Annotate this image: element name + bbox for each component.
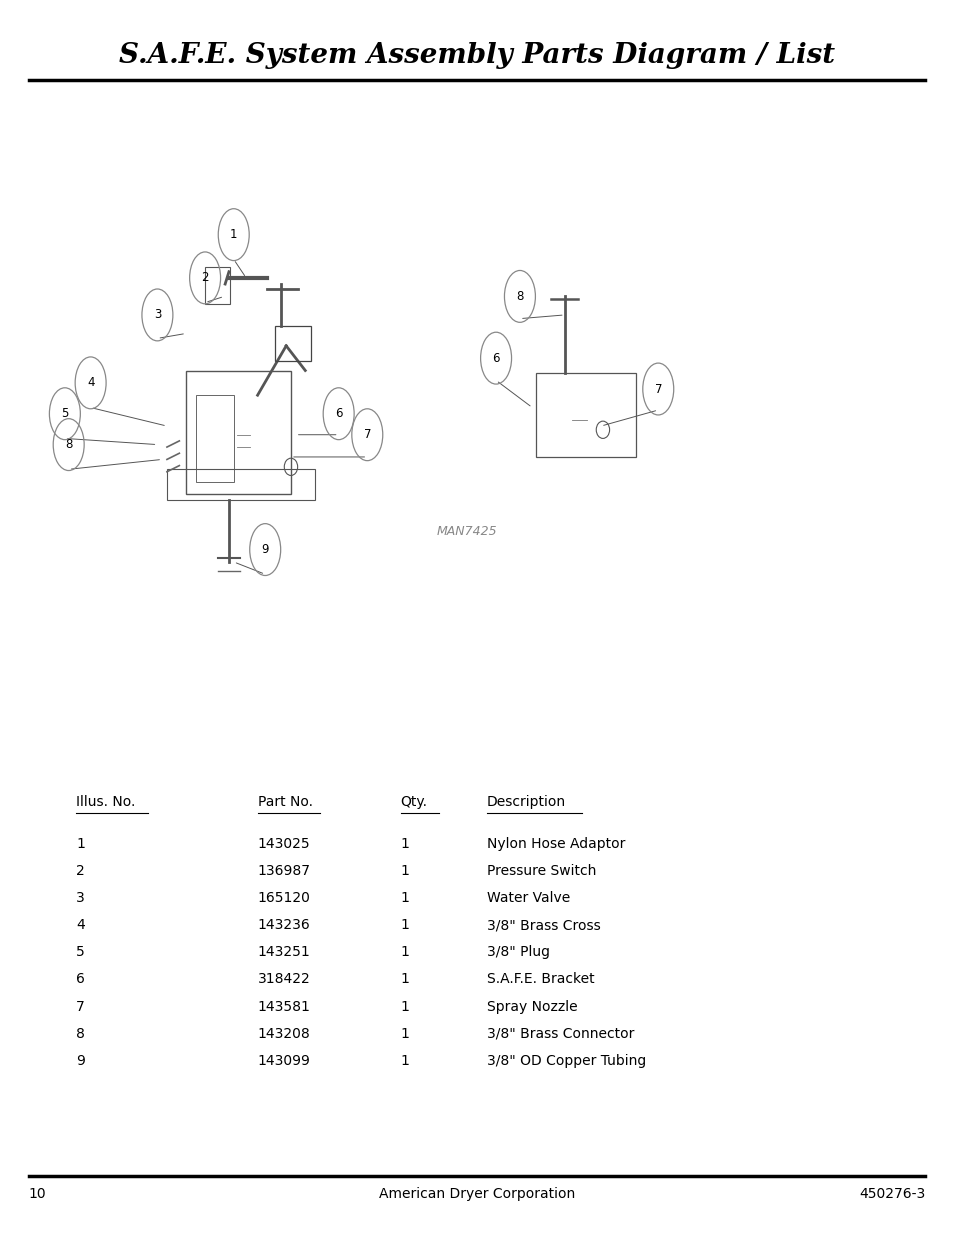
Text: 2: 2: [76, 863, 85, 878]
Text: 1: 1: [400, 836, 409, 851]
Bar: [274, 326, 311, 361]
Text: 1: 1: [400, 918, 409, 932]
Text: 3/8" Brass Connector: 3/8" Brass Connector: [486, 1026, 633, 1041]
Text: 318422: 318422: [257, 972, 310, 987]
Text: Qty.: Qty.: [400, 795, 427, 809]
Text: 9: 9: [76, 1053, 85, 1068]
Text: 143099: 143099: [257, 1053, 310, 1068]
Text: 1: 1: [400, 863, 409, 878]
Text: 1: 1: [400, 1053, 409, 1068]
Bar: [186, 370, 291, 494]
Text: Water Valve: Water Valve: [486, 890, 569, 905]
Text: Description: Description: [486, 795, 565, 809]
Text: 143025: 143025: [257, 836, 310, 851]
Text: 1: 1: [400, 972, 409, 987]
Text: 450276-3: 450276-3: [859, 1187, 924, 1202]
Text: 3: 3: [153, 309, 161, 321]
Text: 6: 6: [335, 408, 342, 420]
Text: 3/8" OD Copper Tubing: 3/8" OD Copper Tubing: [486, 1053, 645, 1068]
Text: 7: 7: [76, 999, 85, 1014]
Text: 143251: 143251: [257, 945, 310, 960]
Text: 1: 1: [400, 890, 409, 905]
Text: 1: 1: [230, 228, 237, 241]
Text: American Dryer Corporation: American Dryer Corporation: [378, 1187, 575, 1202]
Text: MAN7425: MAN7425: [436, 525, 497, 537]
Text: Part No.: Part No.: [257, 795, 313, 809]
Text: 2: 2: [201, 272, 209, 284]
Bar: [167, 469, 314, 500]
Text: 143581: 143581: [257, 999, 310, 1014]
Text: 1: 1: [400, 999, 409, 1014]
Text: 7: 7: [654, 383, 661, 395]
Text: 3: 3: [76, 890, 85, 905]
Text: 1: 1: [400, 945, 409, 960]
Text: Nylon Hose Adaptor: Nylon Hose Adaptor: [486, 836, 624, 851]
Text: 1: 1: [400, 1026, 409, 1041]
Text: 6: 6: [492, 352, 499, 364]
Text: 165120: 165120: [257, 890, 310, 905]
Text: 6: 6: [76, 972, 85, 987]
Text: 10: 10: [29, 1187, 46, 1202]
Text: 136987: 136987: [257, 863, 311, 878]
Bar: [205, 267, 230, 304]
Text: 4: 4: [76, 918, 85, 932]
Text: 143236: 143236: [257, 918, 310, 932]
Text: 3/8" Plug: 3/8" Plug: [486, 945, 549, 960]
Text: 8: 8: [516, 290, 523, 303]
Text: 5: 5: [61, 408, 69, 420]
Text: 1: 1: [76, 836, 85, 851]
Text: Spray Nozzle: Spray Nozzle: [486, 999, 577, 1014]
Text: S.A.F.E. System Assembly Parts Diagram / List: S.A.F.E. System Assembly Parts Diagram /…: [119, 42, 834, 69]
Text: Illus. No.: Illus. No.: [76, 795, 135, 809]
Text: 4: 4: [87, 377, 94, 389]
Text: Pressure Switch: Pressure Switch: [486, 863, 596, 878]
Text: 8: 8: [65, 438, 72, 451]
Text: S.A.F.E. Bracket: S.A.F.E. Bracket: [486, 972, 594, 987]
Text: 5: 5: [76, 945, 85, 960]
Text: 9: 9: [261, 543, 269, 556]
Bar: [536, 373, 636, 457]
Text: 143208: 143208: [257, 1026, 310, 1041]
Bar: [195, 395, 233, 482]
Text: 8: 8: [76, 1026, 85, 1041]
Text: 7: 7: [363, 429, 371, 441]
Text: 3/8" Brass Cross: 3/8" Brass Cross: [486, 918, 599, 932]
